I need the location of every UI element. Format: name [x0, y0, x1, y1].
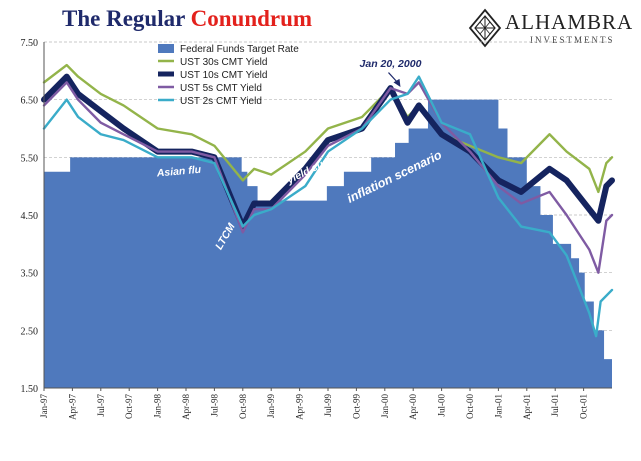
x-tick-label: Jul-98 — [209, 394, 219, 417]
legend-label: Federal Funds Target Rate — [180, 44, 299, 55]
x-tick-label: Apr-98 — [181, 394, 191, 420]
x-tick-label: Apr-01 — [522, 394, 532, 420]
chart-title: The Regular Conundrum — [62, 6, 312, 32]
x-tick-label: Oct-01 — [579, 394, 589, 419]
logo-sub: INVESTMENTS — [530, 35, 615, 45]
logo-brand: ALHAMBRA — [505, 10, 634, 34]
x-tick-label: Jan-98 — [153, 394, 163, 418]
annotation-asian-flu: Asian flu — [155, 164, 202, 180]
x-tick-label: Jul-99 — [323, 394, 333, 417]
y-tick-label: 5.50 — [21, 153, 39, 164]
chart-title-part2: Conundrum — [190, 6, 313, 31]
x-tick-label: Jul-00 — [437, 394, 447, 417]
x-tick-label: Jan-00 — [380, 394, 390, 418]
y-tick-label: 2.50 — [21, 326, 39, 337]
y-tick-label: 3.50 — [21, 269, 39, 280]
x-tick-label: Apr-99 — [295, 394, 305, 420]
legend-label: UST 30s CMT Yield — [180, 57, 267, 68]
legend-label: UST 5s CMT Yield — [180, 83, 262, 94]
alhambra-logo: ALHAMBRA INVESTMENTS — [468, 8, 638, 50]
yield-line — [42, 75, 614, 338]
x-tick-label: Apr-00 — [408, 394, 418, 420]
x-tick-label: Oct-99 — [351, 394, 361, 419]
annotation-jan-2000: Jan 20, 2000 — [360, 58, 422, 70]
x-tick-label: Jul-97 — [96, 394, 106, 417]
x-tick-label: Jan-01 — [493, 394, 503, 418]
y-tick-label: 6.50 — [21, 96, 39, 107]
x-tick-label: Jul-01 — [550, 394, 560, 417]
x-tick-label: Jan-97 — [39, 394, 49, 418]
legend-label: UST 2s CMT Yield — [180, 96, 262, 107]
annotation-arrowhead — [393, 78, 401, 87]
x-tick-label: Oct-97 — [124, 394, 134, 419]
x-tick-label: Oct-00 — [465, 394, 475, 419]
yield-line — [42, 63, 614, 194]
x-tick-label: Apr-97 — [67, 394, 77, 420]
chart-title-part1: The Regular — [62, 6, 185, 31]
y-tick-label: 4.50 — [21, 211, 39, 222]
x-tick-label: Jan-99 — [266, 394, 276, 418]
legend-swatch — [158, 44, 174, 53]
legend-label: UST 10s CMT Yield — [180, 70, 267, 81]
alhambra-diamond-icon — [468, 8, 502, 48]
fed-funds-area — [44, 99, 612, 389]
y-tick-label: 7.50 — [21, 38, 39, 49]
y-tick-label: 1.50 — [21, 384, 39, 395]
x-tick-label: Oct-98 — [238, 394, 248, 419]
